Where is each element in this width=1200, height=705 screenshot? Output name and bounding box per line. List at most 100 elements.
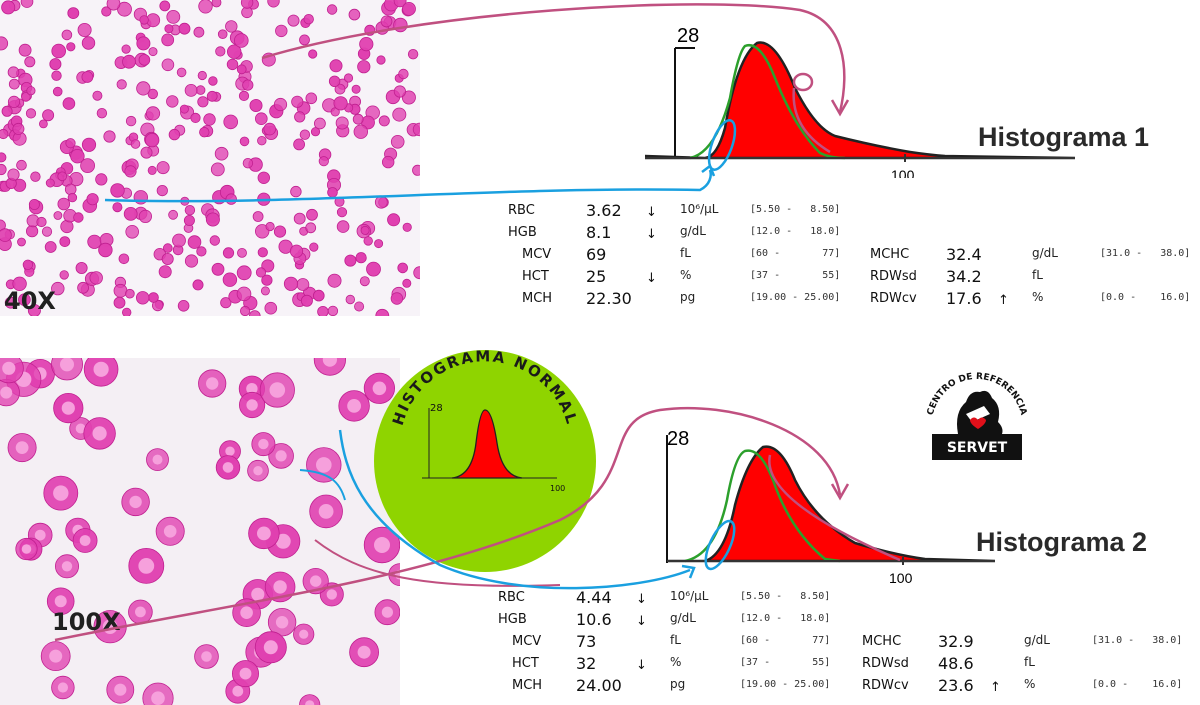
red-blood-cell	[57, 171, 67, 182]
red-blood-cell	[103, 130, 116, 143]
central-pallor	[61, 401, 75, 415]
red-blood-cell	[220, 297, 232, 309]
red-blood-cell	[70, 148, 85, 164]
red-blood-cell	[161, 58, 175, 72]
logo-name-plate	[932, 434, 1022, 460]
red-blood-cell	[139, 15, 149, 25]
blue-highlight-2	[704, 519, 736, 571]
red-blood-cell	[412, 122, 420, 137]
red-blood-cell	[21, 92, 31, 102]
red-blood-cell	[17, 237, 26, 247]
red-blood-cell	[125, 288, 135, 299]
red-blood-cell	[264, 301, 278, 315]
red-blood-cell	[260, 286, 270, 296]
central-pallor	[275, 450, 287, 462]
red-blood-cell	[343, 73, 354, 83]
lab-hgb-flag: ↓	[636, 614, 647, 629]
red-blood-cell	[209, 235, 221, 246]
red-blood-cell	[197, 70, 207, 81]
red-blood-cell	[306, 208, 318, 221]
red-blood-cell	[147, 165, 157, 175]
red-blood-cell	[413, 266, 420, 280]
red-blood-cell	[18, 293, 31, 307]
rbc-field-40x	[0, 0, 420, 316]
red-blood-cell	[217, 29, 228, 40]
red-blood-cell	[360, 225, 370, 235]
central-pallor	[0, 386, 13, 399]
red-blood-cell	[98, 242, 113, 258]
lab-hgb-range: [12.0 - 18.0]	[750, 226, 841, 237]
red-blood-cell	[45, 178, 55, 188]
red-blood-cell	[255, 267, 267, 278]
red-blood-cell	[147, 88, 159, 100]
red-blood-cell	[44, 241, 57, 253]
red-blood-cell	[344, 254, 357, 267]
red-blood-cell	[333, 96, 348, 111]
red-blood-cell	[255, 224, 270, 239]
red-blood-cell	[156, 185, 168, 197]
red-blood-cell	[283, 276, 299, 291]
central-pallor	[54, 595, 67, 608]
red-blood-cell	[163, 243, 173, 253]
lab-mchc-value: 32.4	[946, 245, 982, 264]
normal-histogram-badge: HISTOGRAMA NORMAL 28 100	[374, 348, 596, 572]
lab-mch-label: MCH	[522, 291, 553, 306]
central-pallor	[258, 438, 269, 450]
red-blood-cell	[397, 262, 409, 274]
lab-mcv-label: MCV	[512, 634, 542, 649]
red-blood-cell	[234, 33, 249, 48]
red-blood-cell	[357, 60, 371, 74]
lab-rbc-flag: ↓	[646, 205, 657, 220]
lab-rdwsd-label: RDWsd	[862, 656, 909, 671]
lab-rbc-range: [5.50 - 8.50]	[750, 204, 841, 215]
red-blood-cell	[28, 198, 40, 210]
red-blood-cell	[7, 66, 20, 78]
red-blood-cell	[223, 114, 239, 130]
central-pallor	[129, 495, 142, 509]
red-blood-cell	[0, 36, 9, 51]
red-blood-cell	[257, 247, 268, 258]
red-blood-cell	[294, 111, 306, 123]
central-pallor	[138, 558, 155, 574]
red-blood-cell	[252, 211, 264, 222]
red-blood-cell	[92, 90, 103, 101]
central-pallor	[316, 457, 332, 473]
blue-highlight-1	[707, 119, 737, 171]
lab-rdwcv-range: [0.0 - 16.0]	[1100, 292, 1191, 303]
badge-y-tick-label: 28	[430, 403, 443, 414]
red-blood-cell	[236, 64, 247, 75]
red-blood-cell	[66, 42, 76, 52]
red-blood-cell	[121, 44, 131, 54]
pink-arrowhead-1	[830, 99, 850, 117]
red-blood-cell	[376, 55, 386, 65]
central-pallor	[49, 649, 63, 663]
red-blood-cell	[335, 116, 349, 130]
pink-connector-2	[314, 539, 561, 587]
red-blood-cell	[20, 0, 34, 8]
red-blood-cell	[80, 158, 95, 174]
lab-rdwcv-value: 17.6	[946, 289, 982, 308]
central-pallor	[15, 441, 29, 454]
red-blood-cell	[140, 146, 153, 159]
red-blood-cell	[177, 299, 190, 312]
red-blood-cell	[183, 214, 195, 226]
lab-rdwcv-flag: ↑	[990, 680, 1001, 695]
red-blood-cell	[393, 0, 407, 8]
central-pallor	[381, 606, 393, 618]
red-blood-cell	[125, 225, 139, 239]
red-blood-cell	[122, 307, 132, 316]
red-blood-cell	[18, 43, 32, 57]
red-blood-cell	[59, 270, 69, 280]
lab-hgb-label: HGB	[508, 225, 537, 240]
red-blood-cell	[402, 278, 412, 288]
red-blood-cell	[190, 112, 201, 124]
red-blood-cell	[236, 265, 252, 281]
red-blood-cell	[138, 54, 151, 66]
pink-tail-outline-1	[792, 87, 831, 154]
red-blood-cell	[187, 235, 202, 249]
lab-mcv-label: MCV	[522, 247, 552, 262]
red-blood-cell	[148, 47, 158, 57]
x-tick-label: 100	[891, 167, 915, 178]
red-blood-cell	[67, 192, 78, 203]
red-blood-cell	[164, 24, 174, 34]
